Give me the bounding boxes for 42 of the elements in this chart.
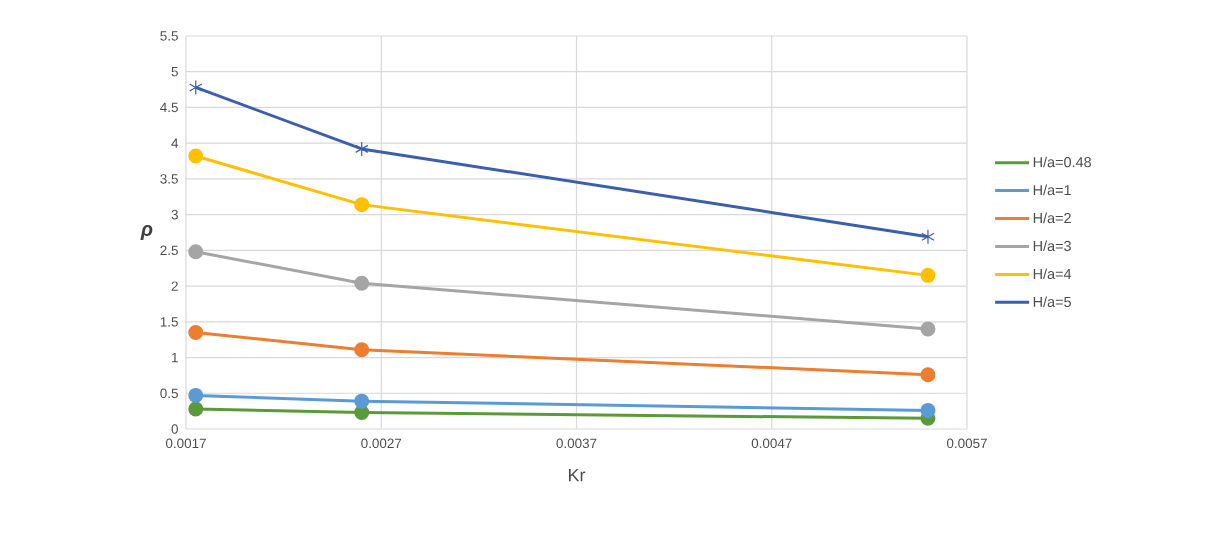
point bbox=[921, 229, 935, 245]
y-tick-label: 0 bbox=[171, 424, 178, 434]
y-tick-label: 5 bbox=[171, 67, 178, 77]
y-tick-label: 5.5 bbox=[160, 31, 178, 41]
point bbox=[355, 141, 369, 157]
y-tick-label: 2 bbox=[171, 281, 178, 291]
point bbox=[188, 325, 204, 341]
y-tick-label: 4.5 bbox=[160, 102, 178, 113]
point bbox=[188, 401, 204, 417]
point bbox=[188, 148, 204, 164]
x-axis-title: Kr bbox=[569, 468, 586, 482]
y-axis-title: ρ bbox=[140, 225, 153, 240]
point bbox=[920, 402, 936, 418]
x-tick-label: 0.0027 bbox=[361, 438, 402, 449]
point bbox=[354, 405, 370, 421]
y-tick-label: 3 bbox=[171, 209, 178, 220]
point bbox=[188, 387, 204, 403]
x-tick-label: 0.0037 bbox=[556, 438, 597, 449]
point bbox=[354, 342, 370, 358]
point bbox=[354, 275, 370, 291]
point bbox=[188, 244, 204, 260]
y-tick-label: 1 bbox=[172, 352, 178, 363]
point bbox=[920, 267, 936, 283]
legend-label: H/a=5 bbox=[1033, 296, 1071, 307]
point bbox=[354, 197, 370, 213]
legend-label: H/a=1 bbox=[1033, 184, 1071, 196]
legend-label: H/a=4 bbox=[1033, 268, 1072, 280]
point bbox=[189, 79, 203, 96]
y-tick-label: 4 bbox=[171, 138, 179, 148]
x-tick-label: 0.0047 bbox=[751, 438, 792, 449]
legend-label: H/a=0.48 bbox=[1033, 156, 1092, 168]
x-tick-label: 0.0057 bbox=[946, 438, 987, 449]
y-tick-label: 0.5 bbox=[160, 388, 178, 399]
point bbox=[920, 367, 936, 383]
x-tick-label: 0.0017 bbox=[165, 438, 206, 449]
y-tick-label: 3.5 bbox=[160, 174, 178, 184]
y-tick-label: 2.5 bbox=[160, 245, 178, 256]
y-tick-label: 1.5 bbox=[160, 317, 178, 327]
legend-label: H/a=3 bbox=[1033, 240, 1071, 252]
point bbox=[354, 393, 370, 409]
point bbox=[920, 321, 936, 337]
legend-label: H/a=2 bbox=[1033, 212, 1071, 224]
